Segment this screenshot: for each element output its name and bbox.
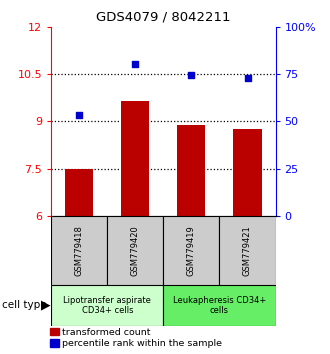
Bar <box>107 216 163 285</box>
Bar <box>219 216 276 285</box>
Bar <box>163 216 219 285</box>
Point <box>133 61 138 67</box>
Bar <box>163 285 276 326</box>
Text: GSM779421: GSM779421 <box>243 225 252 276</box>
Point <box>189 72 194 78</box>
Legend: transformed count, percentile rank within the sample: transformed count, percentile rank withi… <box>49 327 223 349</box>
Text: GSM779420: GSM779420 <box>131 225 140 276</box>
Text: Leukapheresis CD34+
cells: Leukapheresis CD34+ cells <box>173 296 266 315</box>
Bar <box>65 169 93 216</box>
Bar <box>178 125 205 216</box>
Bar <box>51 216 107 285</box>
Bar <box>51 285 163 326</box>
Bar <box>121 101 149 216</box>
Point <box>245 75 250 80</box>
Text: Lipotransfer aspirate
CD34+ cells: Lipotransfer aspirate CD34+ cells <box>63 296 151 315</box>
Bar <box>234 129 262 216</box>
Text: ▶: ▶ <box>41 299 51 312</box>
Text: GSM779418: GSM779418 <box>75 225 84 276</box>
Text: GSM779419: GSM779419 <box>187 225 196 276</box>
Title: GDS4079 / 8042211: GDS4079 / 8042211 <box>96 11 231 24</box>
Point <box>77 112 82 118</box>
Text: cell type: cell type <box>2 300 46 310</box>
